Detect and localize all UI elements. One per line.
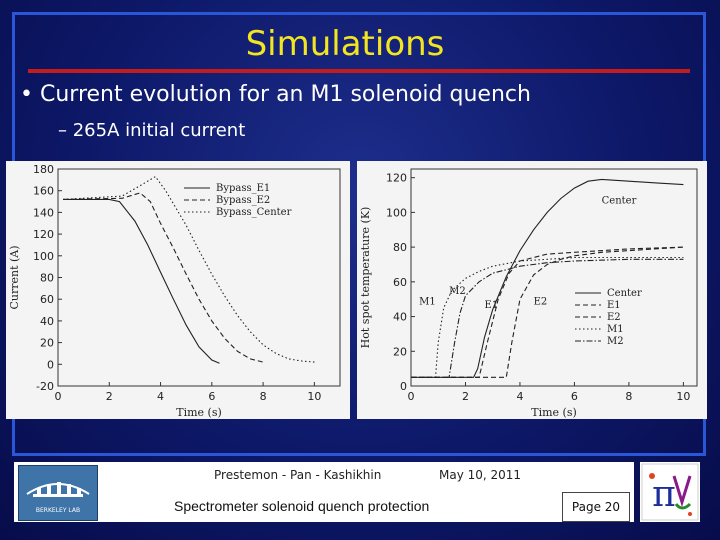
plot-frame [57, 168, 341, 387]
x-tick-label: 8 [260, 390, 267, 403]
y-axis-label: Current (A) [8, 245, 21, 309]
annotation-label: M2 [449, 286, 466, 297]
y-tick-label: 140 [33, 206, 54, 219]
y-tick-label: 80 [393, 241, 407, 254]
y-tick-label: 40 [393, 311, 407, 324]
logo-text: BERKELEY LAB [36, 507, 80, 514]
series-line-center [411, 178, 684, 378]
slide-title: Simulations [245, 24, 445, 64]
y-tick-label: 20 [393, 345, 407, 358]
footer-date: May 10, 2011 [439, 468, 522, 482]
annotation-label: E1 [485, 300, 499, 311]
x-tick-label: 2 [106, 390, 113, 403]
y-tick-label: 180 [33, 163, 54, 176]
x-tick-label: 6 [571, 390, 578, 403]
y-tick-label: 160 [33, 185, 54, 198]
y-tick-label: 0 [47, 358, 54, 371]
series-line-m2 [411, 258, 684, 378]
y-tick-label: 80 [40, 272, 54, 285]
current-chart: 0 2 4 6 8 10 -20 0 20 40 60 80 100 120 140 160 180 Time (… [6, 161, 350, 419]
y-axis-label: Hot spot temperature (K) [359, 207, 372, 349]
legend-label: M2 [607, 336, 624, 347]
x-tick-label: 2 [462, 390, 469, 403]
series-line-bypass-e2 [63, 192, 264, 363]
x-axis-label: Time (s) [531, 406, 577, 419]
bullet-1-text: Current evolution for an M1 solenoid que… [40, 82, 531, 107]
y-tick-label: 60 [393, 276, 407, 289]
bullet-glyph: • [20, 82, 33, 107]
x-tick-label: 10 [307, 390, 321, 403]
mice-logo-text: π [652, 474, 676, 515]
y-tick-label: 120 [33, 228, 54, 241]
x-axis-label: Time (s) [176, 406, 222, 419]
page-number: Page 20 [562, 492, 630, 522]
mice-pi-logo-icon: π [640, 462, 700, 522]
legend-label: E2 [607, 312, 621, 323]
title-divider [28, 69, 690, 73]
footer: BERKELEY LAB Prestemon - Pan - Kashikhin… [14, 462, 634, 522]
series-line-m1 [411, 256, 684, 378]
x-tick-label: 4 [516, 390, 523, 403]
legend-label: Center [607, 288, 642, 299]
annotation-label: E2 [534, 296, 548, 307]
x-tick-label: 6 [208, 390, 215, 403]
y-tick-label: 120 [386, 172, 407, 185]
y-tick-label: 100 [386, 206, 407, 219]
legend-label: Bypass_E2 [216, 195, 270, 206]
legend-label: Bypass_E1 [216, 183, 270, 194]
series-line-e1 [411, 246, 684, 378]
bullet-2: – 265A initial current [58, 120, 246, 141]
temperature-chart: 0 2 4 6 8 10 0 20 40 60 80 100 120 Time (s) Hot spot t… [357, 161, 707, 419]
legend-label: M1 [607, 324, 624, 335]
x-tick-label: 4 [157, 390, 164, 403]
bullet-1: • Current evolution for an M1 solenoid qu… [20, 82, 531, 107]
x-tick-label: 8 [625, 390, 632, 403]
y-tick-label: 20 [40, 337, 54, 350]
legend-label: Bypass_Center [216, 207, 292, 218]
berkeley-lab-logo-icon: BERKELEY LAB [18, 465, 98, 521]
x-tick-label: 0 [408, 390, 415, 403]
x-tick-label: 10 [676, 390, 690, 403]
annotation-label: M1 [419, 296, 436, 307]
x-tick-label: 0 [55, 390, 62, 403]
legend-label: E1 [607, 300, 621, 311]
annotation-label: Center [602, 196, 637, 207]
y-tick-label: 0 [400, 380, 407, 393]
y-tick-label: 100 [33, 250, 54, 263]
footer-authors: Prestemon - Pan - Kashikhin [214, 468, 382, 482]
y-tick-label: -20 [36, 380, 54, 393]
series-line-e2 [411, 246, 684, 378]
y-tick-label: 40 [40, 315, 54, 328]
plot-frame [410, 168, 698, 387]
series-line-bypass-e1 [63, 198, 220, 364]
footer-subtitle: Spectrometer solenoid quench protection [174, 498, 430, 514]
series-line-bypass-center [63, 175, 315, 363]
y-tick-label: 60 [40, 293, 54, 306]
